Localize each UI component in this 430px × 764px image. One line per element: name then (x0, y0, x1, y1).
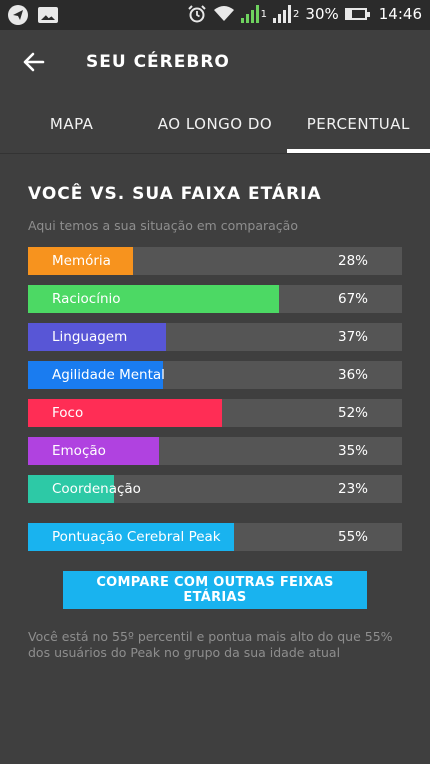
bar-fill (28, 285, 279, 313)
telegram-icon (8, 5, 28, 25)
tab-ao-longo-do[interactable]: AO LONGO DO (157, 114, 273, 133)
bar-label: Memória (52, 253, 111, 269)
section-heading: VOCÊ VS. SUA FAIXA ETÁRIA (28, 184, 322, 204)
section-subtitle: Aqui temos a sua situação em comparação (28, 218, 298, 233)
bar-percent: 37% (337, 329, 368, 345)
bar-label: Pontuação Cerebral Peak (52, 529, 221, 545)
bar-fill (28, 399, 223, 427)
bar-label: Foco (52, 405, 84, 421)
battery-icon (344, 8, 370, 20)
arrow-left-icon[interactable] (20, 48, 48, 76)
main-content: VOCÊ VS. SUA FAIXA ETÁRIA Aqui temos a s… (0, 184, 430, 661)
bar-percent: 55% (337, 529, 368, 545)
alarm-icon (187, 5, 206, 23)
bar-percent: 28% (337, 253, 368, 269)
percentile-description: Você está no 55º percentil e pontua mais… (28, 629, 393, 660)
bar-row: Agilidade Mental 36% (28, 361, 402, 389)
page-title: SEU CÉREBRO (86, 52, 230, 72)
bar-fill (28, 523, 234, 551)
bar-label: Agilidade Mental (52, 367, 165, 383)
tab-mapa[interactable]: MAPA (49, 114, 94, 133)
bar-row: Emoção 35% (28, 437, 402, 465)
bar-row: Raciocínio 67% (28, 285, 402, 313)
compare-age-groups-button[interactable]: COMPARE COM OUTRAS FEIXAS ETÁRIAS (63, 571, 367, 609)
bar-percent: 67% (337, 291, 368, 307)
bar-fill (28, 475, 115, 503)
bar-percent: 36% (337, 367, 368, 383)
bar-row: Linguagem 37% (28, 323, 402, 351)
tab-bar: MAPA AO LONGO DO PERCENTUAL (0, 94, 430, 154)
sim1-badge: 1 (260, 8, 268, 20)
bar-fill (28, 437, 159, 465)
battery-percent: 30% (305, 5, 339, 23)
bar-row: Memória 28% (28, 247, 402, 275)
signal-2-icon (273, 5, 292, 23)
signal-icon (240, 5, 259, 23)
app-toolbar: SEU CÉREBRO (0, 30, 430, 94)
gallery-icon (38, 7, 58, 23)
status-bar: 1 2 30% 14:46 (0, 0, 430, 30)
bar-row: Foco 52% (28, 399, 402, 427)
bar-label: Emoção (52, 443, 106, 459)
bar-percent: 52% (337, 405, 368, 421)
bar-percent: 35% (337, 443, 368, 459)
peak-score-bar: Pontuação Cerebral Peak 55% (28, 523, 402, 551)
bar-fill (28, 361, 163, 389)
wifi-icon (213, 6, 234, 21)
clock: 14:46 (378, 5, 422, 23)
bar-label: Raciocínio (52, 291, 121, 307)
bar-label: Coordenação (52, 481, 141, 497)
bar-percent: 23% (337, 481, 368, 497)
bar-fill (28, 247, 133, 275)
bar-label: Linguagem (52, 329, 128, 345)
percentile-bars: Memória 28% Raciocínio 67% Linguagem 37% Agili… (28, 247, 402, 503)
bar-row: Coordenação 23% (28, 475, 402, 503)
tab-percentual[interactable]: PERCENTUAL (286, 94, 430, 153)
sim2-badge: 2 (293, 8, 300, 20)
bar-fill (28, 323, 167, 351)
